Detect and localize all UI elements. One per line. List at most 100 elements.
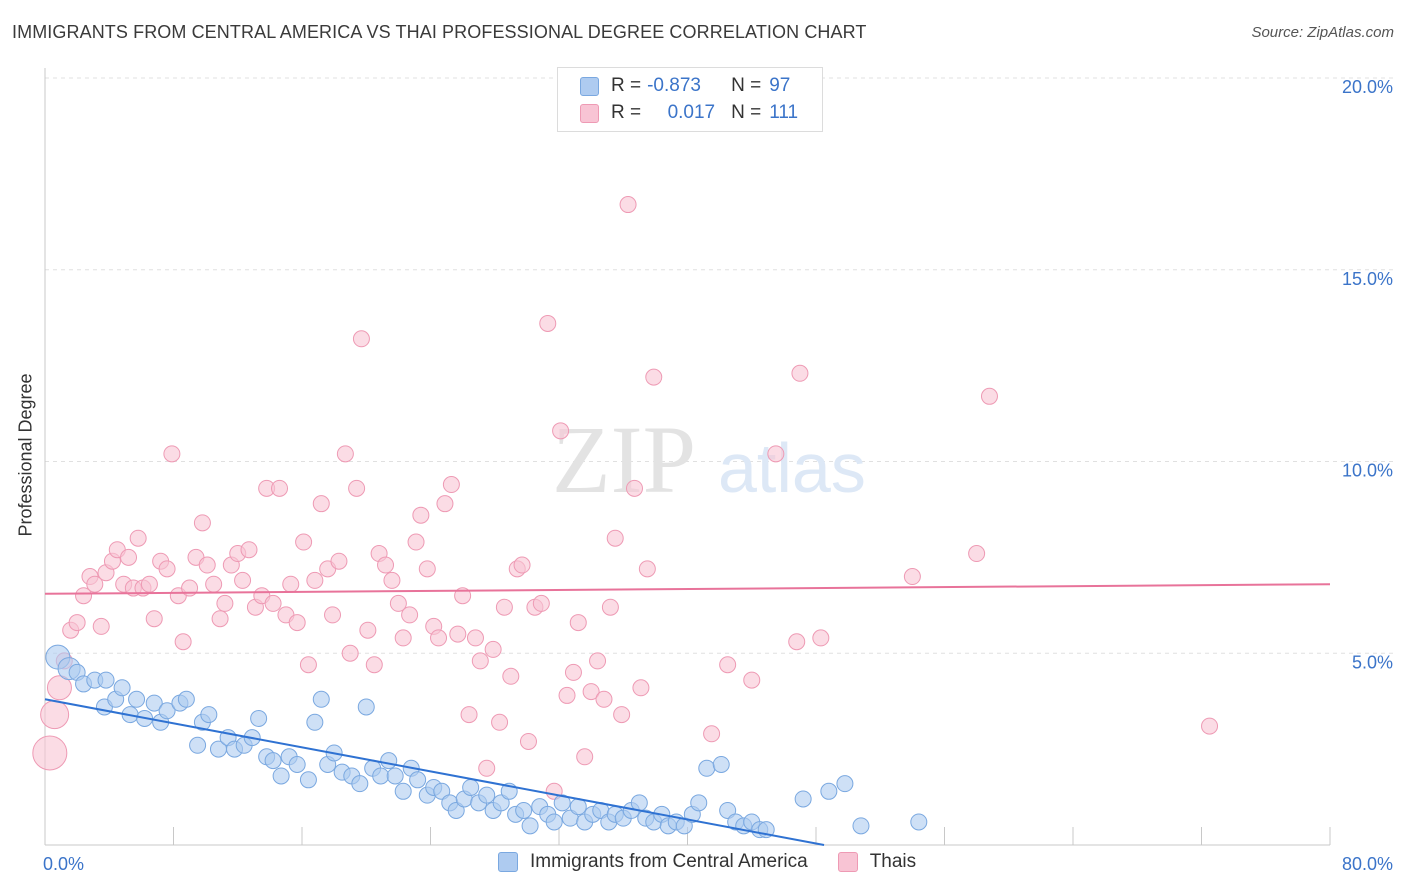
thais-point — [288, 614, 306, 632]
thais-point — [539, 314, 557, 332]
x-tick-label: 80.0% — [1342, 854, 1393, 874]
legend-r-value: -0.873 — [647, 75, 701, 96]
thais-point — [40, 700, 70, 730]
thais-point — [306, 571, 324, 589]
thais-trend-line — [44, 583, 1331, 595]
series-legend: Immigrants from Central America Thais — [498, 851, 946, 873]
thais-point — [240, 541, 258, 559]
thais-point — [495, 598, 513, 616]
central-america-point — [288, 755, 306, 773]
central-america-point — [250, 709, 268, 727]
legend-label: Thais — [869, 851, 917, 872]
thais-point — [92, 617, 110, 635]
thais-point — [295, 533, 313, 551]
central-america-point — [521, 817, 539, 835]
thais-point — [158, 560, 176, 578]
thais-point — [352, 330, 370, 348]
central-america-point — [820, 782, 838, 800]
thais-point — [193, 514, 211, 532]
thais-point — [394, 629, 412, 647]
thais-point — [589, 652, 607, 670]
thais-point — [632, 679, 650, 697]
legend-item-thais[interactable]: Thais — [837, 851, 917, 873]
legend-swatch-blue — [580, 76, 599, 96]
legend-r-label: R = — [611, 75, 642, 96]
thais-point — [299, 656, 317, 674]
thais-point — [619, 196, 637, 214]
thais-point — [968, 545, 986, 563]
central-america-point — [794, 790, 812, 808]
thais-point — [513, 556, 531, 574]
thais-point — [32, 735, 68, 771]
thais-point — [1201, 717, 1219, 735]
thais-point — [377, 556, 395, 574]
thais-point — [552, 422, 570, 440]
legend-r-label: R = — [611, 102, 642, 123]
thais-point — [719, 656, 737, 674]
legend-n-label: N = — [731, 102, 762, 123]
legend-swatch-pink — [837, 852, 858, 872]
thais-point — [359, 621, 377, 639]
thais-point — [407, 533, 425, 551]
central-america-point — [299, 771, 317, 789]
legend-r-value: 0.017 — [667, 102, 716, 123]
central-america-point — [910, 813, 928, 831]
trend-lines — [44, 583, 1331, 846]
thais-point — [478, 759, 496, 777]
central-america-point — [545, 813, 563, 831]
thais-point — [466, 629, 484, 647]
thais-point — [330, 552, 348, 570]
thais-point — [519, 732, 537, 750]
legend-n-label: N = — [731, 75, 762, 96]
central-america-point — [515, 801, 533, 819]
central-america-point — [836, 775, 854, 793]
thais-point — [312, 495, 330, 513]
thais-point — [484, 640, 502, 658]
thais-point — [582, 683, 600, 701]
thais-point — [812, 629, 830, 647]
central-america-point — [553, 794, 571, 812]
central-america-point — [312, 690, 330, 708]
thais-point — [442, 476, 460, 494]
thais-point — [216, 594, 234, 612]
central-america-point — [113, 679, 131, 697]
thais-point — [471, 652, 489, 670]
thais-point — [791, 364, 809, 382]
thais-point — [264, 594, 282, 612]
y-tick-label: 15.0% — [1342, 269, 1393, 289]
thais-point — [234, 571, 252, 589]
thais-point — [324, 606, 342, 624]
thais-points — [32, 196, 1219, 800]
central-america-points — [45, 644, 928, 839]
thais-point — [211, 610, 229, 628]
y-tick-labels: 5.0% 10.0% 15.0% 20.0% — [1342, 77, 1393, 672]
central-america-point — [698, 759, 716, 777]
central-america-point — [351, 775, 369, 793]
thais-point — [558, 686, 576, 704]
thais-point — [174, 633, 192, 651]
chart-title: IMMIGRANTS FROM CENTRAL AMERICA VS THAI … — [12, 22, 867, 42]
central-america-point — [478, 786, 496, 804]
thais-point — [75, 587, 93, 605]
thais-point — [903, 568, 921, 586]
thais-point — [595, 690, 613, 708]
x-tick-label: 0.0% — [43, 854, 84, 874]
legend-item-central-america[interactable]: Immigrants from Central America — [498, 851, 808, 873]
x-tick-labels: 0.0% 80.0% — [43, 854, 1393, 874]
legend-swatch-pink — [580, 103, 599, 123]
thais-point — [282, 575, 300, 593]
central-america-point — [357, 698, 375, 716]
watermark-atlas: atlas — [718, 429, 866, 507]
central-america-point — [447, 801, 465, 819]
thais-point — [430, 629, 448, 647]
central-america-point — [380, 752, 398, 770]
legend-n-value: 111 — [769, 102, 799, 123]
thais-point — [271, 479, 289, 497]
thais-point — [436, 495, 454, 513]
thais-point — [743, 671, 761, 689]
correlation-legend: R = -0.873 N = 97 R = 0.017 N = 111 — [557, 67, 823, 132]
thais-point — [576, 748, 594, 766]
central-america-point — [200, 706, 218, 724]
legend-swatch-blue — [498, 852, 518, 872]
